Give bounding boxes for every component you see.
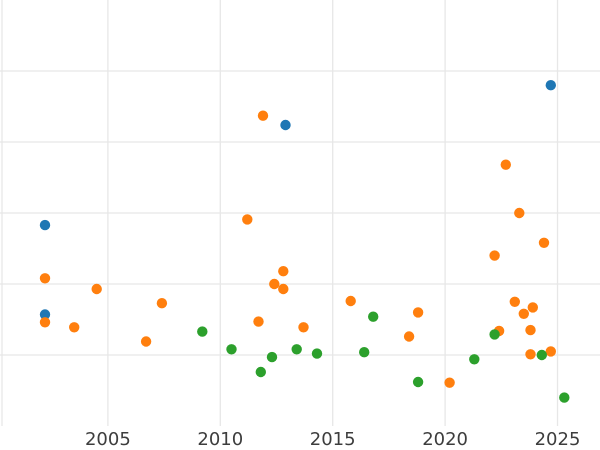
gridlines <box>0 0 600 426</box>
data-point <box>527 302 538 313</box>
x-axis-tick-labels: 2005 2010 2015 2020 2025 <box>85 429 580 450</box>
series-orange <box>39 110 556 388</box>
data-point <box>253 316 264 327</box>
data-point <box>545 80 556 91</box>
data-point <box>39 273 51 284</box>
x-tick-label: 2015 <box>310 429 356 450</box>
data-point <box>156 298 168 309</box>
data-point <box>280 119 291 131</box>
data-point <box>514 207 525 219</box>
data-point <box>538 237 550 248</box>
data-point <box>559 392 570 403</box>
series-green <box>197 311 570 403</box>
data-point <box>255 366 266 378</box>
data-point <box>39 309 51 320</box>
data-point <box>359 347 370 358</box>
data-point <box>545 346 556 357</box>
data-point <box>509 296 520 307</box>
data-point <box>39 317 51 328</box>
data-point <box>311 348 323 359</box>
data-point <box>226 344 237 355</box>
data-point <box>489 329 500 340</box>
data-point <box>269 278 280 290</box>
data-point <box>518 308 529 319</box>
data-point <box>298 322 309 333</box>
data-point <box>257 110 269 121</box>
data-point <box>91 283 102 295</box>
data-point <box>469 354 480 365</box>
x-tick-label: 2005 <box>85 429 131 450</box>
data-point <box>242 214 253 225</box>
x-tick-label: 2020 <box>422 429 468 450</box>
data-point <box>69 322 80 333</box>
x-tick-label: 2010 <box>197 429 243 450</box>
data-point <box>291 344 302 355</box>
x-tick-label: 2025 <box>535 429 581 450</box>
data-point <box>39 219 51 231</box>
data-point <box>403 331 415 342</box>
data-point <box>489 250 500 261</box>
data-point <box>444 377 455 388</box>
data-point <box>500 159 511 170</box>
data-point <box>197 326 208 337</box>
data-point <box>525 349 536 360</box>
data-point <box>266 351 278 363</box>
data-point <box>278 283 289 295</box>
data-point <box>368 311 379 322</box>
data-point <box>412 376 424 388</box>
data-point <box>345 295 356 307</box>
data-point <box>536 349 547 361</box>
data-point <box>525 324 536 336</box>
series-blue <box>39 80 556 320</box>
data-point <box>140 336 152 347</box>
data-point <box>278 266 289 277</box>
data-point <box>412 307 424 318</box>
